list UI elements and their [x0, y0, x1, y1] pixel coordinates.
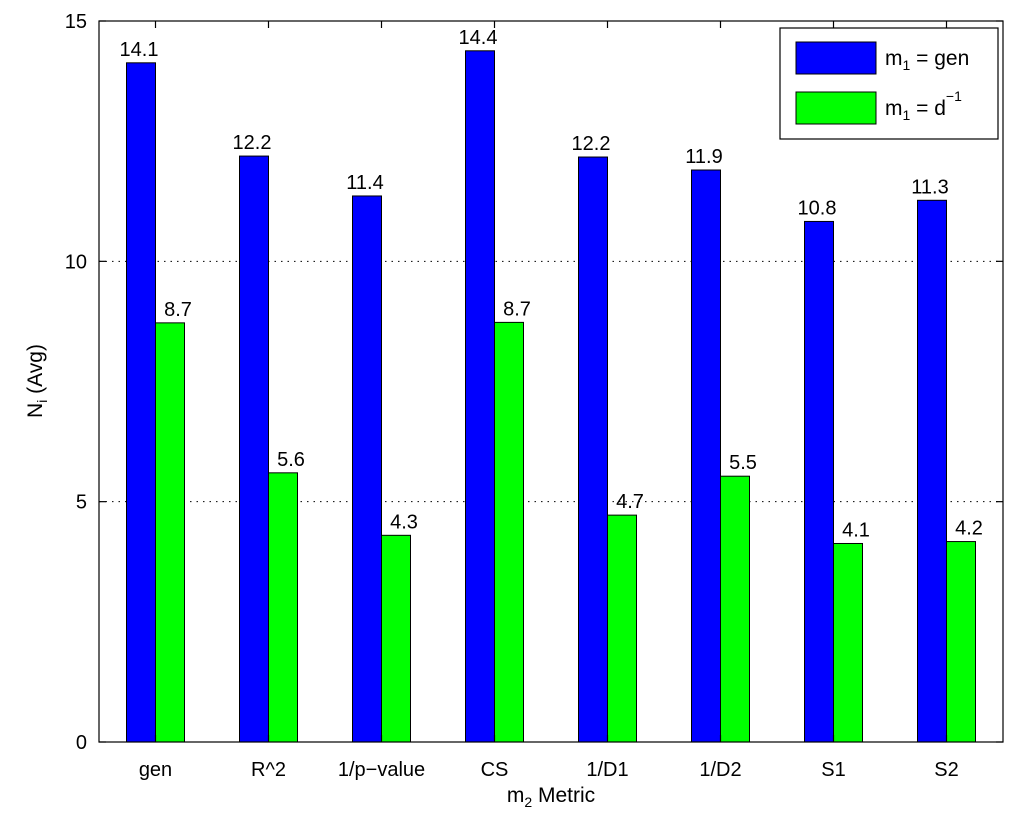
- legend-1-main: m: [885, 47, 903, 70]
- x-tick-label: S2: [934, 759, 958, 781]
- x-tick-label: gen: [139, 759, 172, 781]
- y-axis-label-main: N: [24, 403, 47, 418]
- data-label-series-2: 4.1: [842, 519, 870, 541]
- x-ticks: gen R^2 1/p−value CS 1/D1 1/D2 S1 S2: [139, 21, 959, 781]
- data-label-series-1: 12.2: [572, 133, 611, 155]
- y-axis-label-sub: i: [34, 400, 50, 403]
- y-axis-label: Ni (Avg): [24, 344, 50, 418]
- legend-1-rest: = gen: [910, 47, 969, 70]
- data-label-series-2: 5.5: [729, 452, 757, 474]
- data-label-series-1: 11.9: [685, 146, 722, 168]
- bar-series-1: [239, 155, 269, 743]
- legend-label-series-1: m1 = gen: [885, 47, 969, 73]
- y-axis-label-rest: (Avg): [24, 344, 47, 400]
- y-tick-label: 15: [65, 11, 87, 33]
- bar-series-2: [268, 472, 298, 743]
- x-tick-label: R^2: [251, 759, 286, 781]
- bar-series-1: [804, 220, 834, 743]
- legend-2-main: m: [885, 97, 903, 120]
- data-label-series-2: 4.7: [616, 491, 644, 513]
- axes-frame: [98, 20, 1004, 743]
- x-tick-label: 1/D2: [699, 759, 741, 781]
- x-tick-label: 1/D1: [586, 759, 628, 781]
- bar-series-2: [494, 321, 524, 743]
- x-axis-label-sub: 2: [524, 794, 532, 810]
- legend-swatch-series-2: [795, 91, 877, 125]
- bar-series-2: [720, 475, 750, 743]
- axes: [98, 20, 1004, 743]
- x-tick-label: 1/p−value: [338, 759, 425, 781]
- x-axis-label: m2 Metric: [507, 784, 595, 810]
- data-label-series-1: 14.4: [459, 27, 498, 49]
- data-label-series-1: 14.1: [120, 39, 159, 61]
- data-label-series-1: 11.4: [346, 172, 383, 194]
- legend-2-rest: = d: [910, 97, 946, 120]
- bar-series-2: [155, 322, 185, 743]
- legend-label-series-2: m1 = d−1: [885, 88, 962, 123]
- y-tick-label: 10: [65, 251, 87, 273]
- bar-series-1: [691, 169, 721, 743]
- data-label-series-1: 10.8: [798, 197, 837, 219]
- bar-series-1: [917, 199, 947, 743]
- bar-series-2: [381, 534, 411, 743]
- data-label-series-2: 8.7: [164, 299, 192, 321]
- bar-series-1: [126, 62, 156, 743]
- data-label-series-2: 4.2: [955, 518, 983, 540]
- x-axis-label-main: m: [507, 784, 525, 807]
- y-tick-label: 5: [76, 492, 87, 514]
- legend-1-sub: 1: [903, 57, 911, 73]
- x-axis-label-rest: Metric: [532, 784, 595, 807]
- bar-series-1: [465, 50, 495, 743]
- legend-2-sup: −1: [946, 88, 962, 104]
- x-tick-label: CS: [481, 759, 509, 781]
- bar-series-1: [352, 195, 382, 743]
- data-label-series-1: 11.3: [911, 176, 948, 198]
- bar-series-2: [946, 541, 976, 743]
- legend: m1 = gen m1 = d−1: [779, 27, 999, 140]
- legend-swatch-series-1: [795, 41, 877, 75]
- bar-series-2: [833, 542, 863, 743]
- legend-2-sub: 1: [903, 107, 911, 123]
- bars: [126, 50, 976, 743]
- bar-series-2: [607, 514, 637, 743]
- value-labels: 14.18.712.25.611.44.314.48.712.24.711.95…: [120, 27, 983, 542]
- data-label-series-2: 4.3: [390, 511, 418, 533]
- y-ticks: 0 5 10 15: [65, 11, 1003, 754]
- x-tick-label: S1: [821, 759, 845, 781]
- bar-series-1: [578, 156, 608, 743]
- data-label-series-1: 12.2: [233, 132, 272, 154]
- y-tick-label: 0: [76, 732, 87, 754]
- data-label-series-2: 8.7: [503, 298, 531, 320]
- data-label-series-2: 5.6: [277, 449, 305, 471]
